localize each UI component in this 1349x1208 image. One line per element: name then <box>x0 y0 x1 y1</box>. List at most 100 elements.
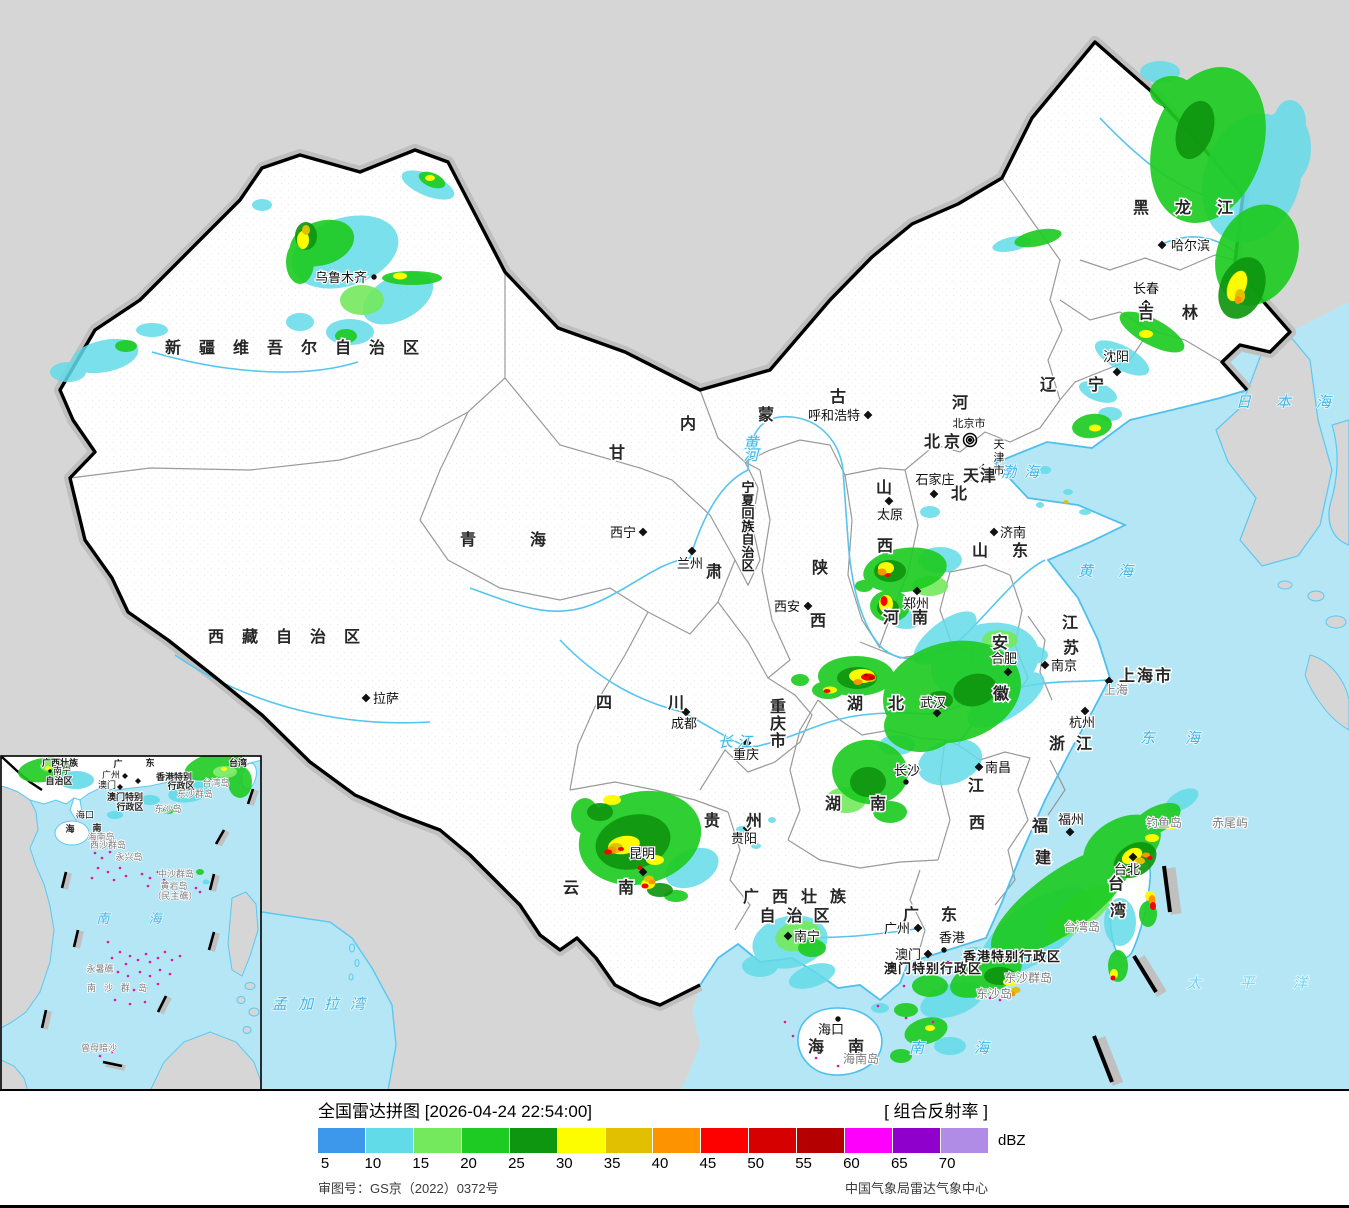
city-label: 乌鲁木齐 <box>315 270 367 285</box>
ins-prov-label: 广 <box>113 758 122 769</box>
legend-product-label: [ 组合反射率 ] <box>884 1102 988 1121</box>
radar-echoes <box>50 61 1311 1063</box>
islet-marker <box>988 996 992 1000</box>
legend-swatch-50 <box>749 1128 797 1153</box>
ins-city-label: 南宁 <box>53 765 71 776</box>
islet-marker <box>198 890 202 894</box>
sea-label: 日本海 <box>1236 394 1349 411</box>
islet-marker <box>156 982 160 986</box>
islet-marker <box>170 958 174 962</box>
prov-label: 重庆市 <box>769 697 786 750</box>
city-marker <box>989 527 999 537</box>
prov-label: 四川 <box>596 695 740 712</box>
city-sm-label: 北京市 <box>953 416 986 430</box>
islet-marker <box>136 958 140 962</box>
city-label: 哈尔滨 <box>1171 238 1210 253</box>
prov-label: 浙江 <box>1049 734 1103 753</box>
city-label: 南昌 <box>985 760 1011 775</box>
islet-marker <box>156 956 160 960</box>
nine-dash-line <box>1092 865 1182 1087</box>
legend-swatch-5 <box>318 1128 365 1153</box>
islet-marker <box>128 954 132 958</box>
islet-marker <box>106 940 110 944</box>
city-label: 贵阳 <box>731 831 757 846</box>
legend-swatch-55 <box>797 1128 845 1153</box>
prov-label: 山 <box>876 479 892 497</box>
prov-label: 吉林 <box>1138 303 1226 322</box>
islet-marker <box>144 952 148 956</box>
ins-gray-label: 东沙岛 <box>154 803 181 814</box>
legend-tick-50: 50 <box>747 1155 765 1172</box>
legend-swatch-65 <box>893 1128 940 1153</box>
islet-marker <box>144 986 148 990</box>
prov-label: 海南 <box>808 1037 888 1056</box>
islet-marker <box>876 1004 880 1008</box>
islet-marker <box>112 878 116 882</box>
ins-gray-label: 海南岛 <box>87 831 114 842</box>
city-marker <box>1080 706 1090 716</box>
city-marker <box>742 823 752 833</box>
islet-marker <box>116 970 120 974</box>
prov-label: 江 <box>1062 614 1078 632</box>
legend-tick-40: 40 <box>651 1155 669 1172</box>
sea-label: 东海 <box>1140 730 1230 747</box>
ins-sea-label: 海 <box>148 911 163 926</box>
islet-marker <box>178 954 182 958</box>
city-sm-label: 天津市 <box>994 439 1005 477</box>
ins-prov-label: 行政区 <box>166 780 194 791</box>
city-marker <box>929 489 939 499</box>
islet-symbols <box>783 960 1002 1068</box>
ins-gray-label: 中沙群岛 <box>158 868 194 879</box>
city-label: 拉萨 <box>373 691 399 706</box>
prov-label: 江 <box>968 777 984 795</box>
islet-marker <box>156 870 160 874</box>
ins-prov-label: 澳门特别 <box>107 791 143 802</box>
city-label: 南宁 <box>794 929 820 944</box>
prov-label: 福 <box>1031 816 1048 835</box>
ins-gray-label: 黄岩岛 <box>160 880 187 891</box>
prov-label: 徽 <box>992 684 1010 703</box>
city-marker <box>1104 676 1114 686</box>
sea-label: 太平洋 <box>1186 975 1345 992</box>
city-label: 重庆 <box>733 747 759 762</box>
city-marker <box>742 738 752 748</box>
islet-marker <box>836 1064 840 1068</box>
ins-gray-label: 西沙群岛 <box>90 839 126 850</box>
city-label: 海口 <box>818 1022 844 1037</box>
national-border <box>58 40 1292 1007</box>
prov-label: 北 <box>951 485 967 503</box>
prov-label: 内 <box>680 414 696 433</box>
city-marker <box>974 762 984 772</box>
prov-label: 北京 <box>924 432 964 451</box>
city-marker <box>1112 367 1122 377</box>
inset-city-marker <box>76 814 80 818</box>
prov-label: 湖北 <box>847 695 929 713</box>
prov-label: 古 <box>830 387 846 406</box>
legend-swatch-20 <box>461 1128 509 1153</box>
islet-marker <box>116 858 120 862</box>
map-approval-number: 审图号：GS京（2022）0372号 <box>318 1181 499 1196</box>
city-markers <box>361 240 1167 1022</box>
prov-label: 湾 <box>1110 901 1126 920</box>
prov-label: 贵州 <box>704 811 788 830</box>
prov-sm-label: 宁夏回族自治区 <box>740 480 755 573</box>
city-marker <box>803 601 813 611</box>
islet-marker <box>110 956 114 960</box>
inset-map: 广西壮族自治区广东台湾香港特别行政区澳门特别行政区海 南南宁 广州澳门海口台湾岛东沙… <box>1 756 261 1090</box>
city-label: 香港 <box>939 930 965 945</box>
legend-tick-65: 65 <box>890 1155 908 1172</box>
islet-marker <box>124 962 128 966</box>
ins-prov-label: 香港特别 <box>155 771 192 782</box>
prov-label: 河南 <box>883 608 941 627</box>
legend-swatch-45 <box>701 1128 749 1153</box>
ins-gray-label: （民主礁） <box>152 890 197 901</box>
legend-tick-10: 10 <box>364 1155 382 1172</box>
city-label: 澳门 <box>895 947 921 962</box>
gray-label: 赤尾屿 <box>1212 816 1248 830</box>
islet-marker <box>122 984 126 988</box>
city-marker <box>687 546 697 556</box>
inset-city-marker <box>122 773 128 779</box>
city-label: 合肥 <box>991 651 1017 666</box>
gray-label: 东沙岛 <box>976 986 1012 1001</box>
